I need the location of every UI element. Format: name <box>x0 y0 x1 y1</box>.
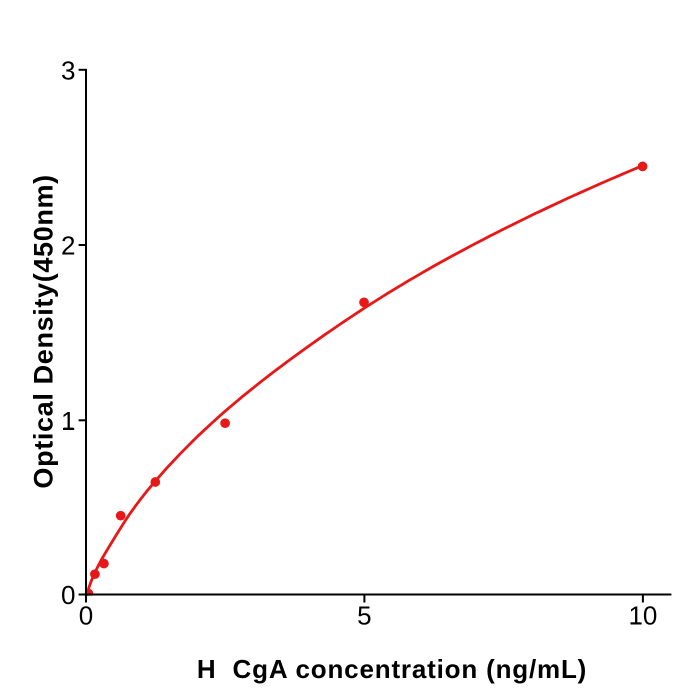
svg-text:3: 3 <box>61 55 75 85</box>
svg-text:5: 5 <box>357 601 371 631</box>
svg-text:0: 0 <box>61 580 75 610</box>
svg-text:0: 0 <box>79 601 93 631</box>
svg-text:H CgA concentration (ng/mL): H CgA concentration (ng/mL) <box>197 654 587 684</box>
svg-text:1: 1 <box>61 406 75 436</box>
svg-text:Optical Density(450nm): Optical Density(450nm) <box>29 174 59 488</box>
svg-text:2: 2 <box>61 231 75 261</box>
svg-text:10: 10 <box>628 601 657 631</box>
